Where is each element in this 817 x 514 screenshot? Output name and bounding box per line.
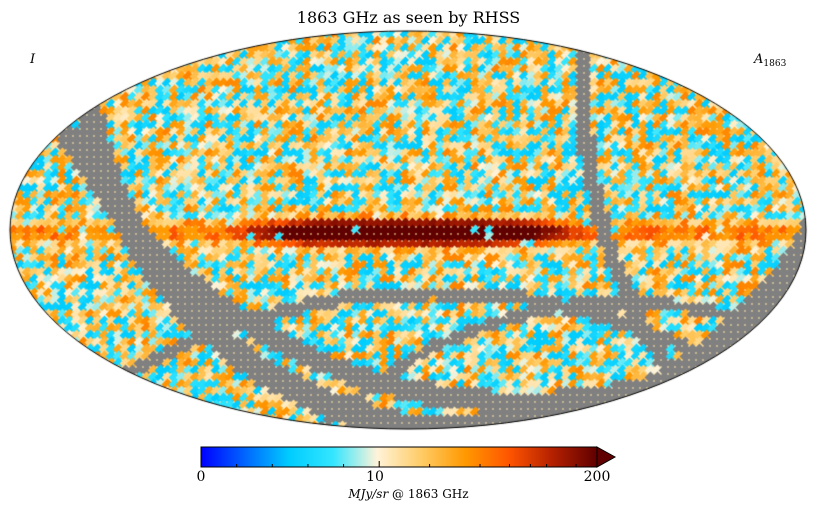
colorbar-tick-mid: 10 xyxy=(366,469,384,485)
stokes-label: I xyxy=(30,52,36,67)
component-symbol: A xyxy=(754,52,764,67)
component-subscript: 1863 xyxy=(763,59,787,69)
colorbar-unit: MJy/sr xyxy=(348,487,389,501)
colorbar-tick-max: 200 xyxy=(583,469,611,485)
colorbar-unit-label: MJy/sr @ 1863 GHz xyxy=(0,487,817,501)
colorbar-unit-suffix: @ 1863 GHz xyxy=(392,487,469,501)
colorbar-tick-min: 0 xyxy=(196,469,206,485)
component-label: A1863 xyxy=(754,52,786,69)
chart-title: 1863 GHz as seen by RHSS xyxy=(296,8,521,27)
